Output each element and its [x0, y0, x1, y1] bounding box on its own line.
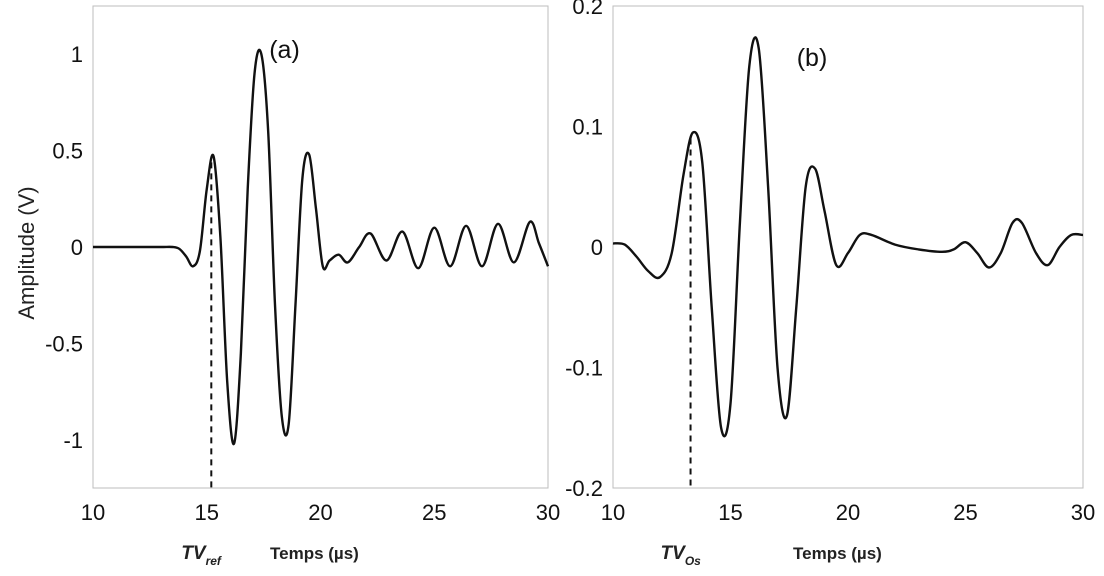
panel-b-frame	[612, 5, 1084, 489]
panel-b-y-tick-label: 0.2	[572, 0, 603, 19]
panel-b-x-tick-label: 10	[601, 500, 625, 525]
panel-b-marker-label-main: TV	[661, 543, 687, 564]
panel-b-y-tick-label: -0.2	[565, 476, 603, 501]
panel-b-y-tick-label: 0	[591, 235, 603, 260]
panel-a-x-tick-label: 10	[81, 500, 105, 525]
panel-a-tick-labels: -1 -0.5 0 0.5 1 10 15 20 25 30	[45, 42, 560, 525]
panel-b: -0.2 -0.1 0 0.1 0.2 10 15 20 25 30 (b) TVOs Temps…	[565, 0, 1095, 568]
panel-a-label: (a)	[269, 36, 300, 64]
panel-a-y-tick-label: -1	[63, 428, 83, 453]
panel-a-x-tick-label: 25	[422, 500, 446, 525]
panel-a-x-tick-label: 15	[195, 500, 219, 525]
panel-a-marker-label: TVref	[181, 543, 222, 568]
panel-b-tick-labels: -0.2 -0.1 0 0.1 0.2 10 15 20 25 30	[565, 0, 1095, 525]
panel-b-x-tick-label: 25	[953, 500, 977, 525]
panel-a-y-tick-label: 0	[71, 235, 83, 260]
panel-b-y-tick-label: -0.1	[565, 356, 603, 381]
panel-b-x-tick-label: 15	[718, 500, 742, 525]
panel-b-x-tick-label: 20	[836, 500, 860, 525]
panel-a-marker-label-main: TV	[181, 543, 207, 564]
panel-b-marker-label-sub: Os	[685, 554, 701, 568]
panel-b-x-tick-label: 30	[1071, 500, 1095, 525]
panel-a-series-line	[93, 48, 550, 446]
panel-a-x-axis-label: Temps (µs)	[270, 544, 359, 563]
panel-a: -1 -0.5 0 0.5 1 10 15 20 25 30 (a) TVref Temps (µ…	[45, 5, 560, 568]
panel-a-x-tick-label: 20	[308, 500, 332, 525]
panel-b-series-line	[612, 36, 1084, 438]
panel-a-x-tick-label: 30	[536, 500, 560, 525]
panel-b-x-axis-label: Temps (µs)	[793, 544, 882, 563]
panel-b-label: (b)	[797, 44, 828, 72]
panel-b-y-tick-label: 0.1	[572, 115, 603, 140]
panel-a-marker-label-sub: ref	[206, 554, 222, 568]
panel-a-y-tick-label: 0.5	[52, 139, 83, 164]
panel-b-marker-label: TVOs	[661, 543, 702, 568]
y-axis-label: Amplitude (V)	[14, 186, 39, 319]
panel-a-y-tick-label: -0.5	[45, 331, 83, 356]
panel-a-y-tick-label: 1	[71, 42, 83, 67]
